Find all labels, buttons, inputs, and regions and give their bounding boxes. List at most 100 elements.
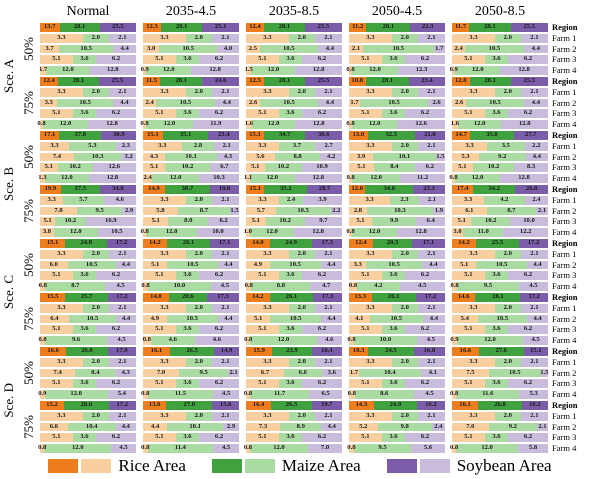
bar-segment: 10.3 bbox=[349, 347, 369, 356]
bar-segment: 11.0 bbox=[463, 228, 504, 237]
bar-segment: 2.1 bbox=[536, 206, 548, 216]
bar-segment: 9.7 bbox=[304, 217, 342, 227]
segment-value: 1.6 bbox=[450, 120, 460, 128]
bar-segment: 4.5 bbox=[413, 390, 445, 399]
bar-segment: 10.3 bbox=[366, 206, 433, 216]
segment-value: 14.3 bbox=[355, 401, 368, 409]
bar-segment: 16.4 bbox=[246, 400, 272, 410]
block-strip: 12.4 28.1 25.5 3.3 2.0 2.1 3.3 10.5 4.4 5.1 3.6 6.2… bbox=[37, 76, 549, 129]
bar-segment: 5.1 bbox=[246, 433, 279, 443]
block-strip: 15.2 28.0 17.2 3.3 2.0 2.1 6.0 10.4 4.4 5.1 3.6 6.2… bbox=[38, 400, 549, 453]
farm-bar: 3.3 2.8 2.1 bbox=[143, 141, 239, 151]
segment-value: 30.9 bbox=[112, 131, 125, 139]
segment-value: 5.1 bbox=[458, 163, 467, 171]
bar-segment: 5.7 bbox=[246, 206, 276, 216]
row-labels: Region Farm 1 Farm 2 Farm 3 Farm 4 bbox=[548, 401, 600, 453]
farm-bar: 5.1 10.5 4.4 bbox=[246, 314, 343, 324]
segment-value: 19.8 bbox=[218, 185, 231, 193]
bar-segment: 3.3 bbox=[349, 303, 392, 313]
segment-value: 0.8 bbox=[140, 228, 149, 236]
segment-value: 8.8 bbox=[293, 152, 302, 160]
bar-segment: 2.9 bbox=[223, 422, 239, 432]
segment-value: 3.3 bbox=[365, 195, 374, 203]
bar-segment: 0.8 bbox=[347, 336, 356, 345]
bar-segment: 2.1 bbox=[520, 411, 549, 421]
segment-value: 5.1 bbox=[258, 55, 267, 63]
bar-block: 15.1 24.8 17.2 3.3 2.0 2.1 6.0 10.5 4.4 5.1 3.6 6.2… bbox=[39, 239, 137, 291]
bar-segment: 4.4 bbox=[320, 314, 343, 324]
segment-value: 4.2 bbox=[327, 152, 336, 160]
row-label: Farm 1 bbox=[552, 32, 577, 43]
segment-value: 8.8 bbox=[276, 282, 286, 290]
farm-bar: 5.1 3.6 6.2 bbox=[349, 271, 445, 281]
farm-bar: 5.1 8.0 6.2 bbox=[143, 217, 240, 227]
row-label: Farm 4 bbox=[552, 281, 577, 292]
bar-segment: 12.0 bbox=[44, 174, 89, 183]
segment-value: 4.4 bbox=[222, 98, 231, 106]
bar-segment: 0.9 bbox=[38, 390, 46, 399]
segment-value: 0.8 bbox=[347, 444, 356, 452]
bar-segment: 1.9 bbox=[432, 206, 445, 216]
bar-segment: 3.6 bbox=[381, 55, 406, 65]
bar-segment: 3.3 bbox=[246, 141, 279, 151]
farm-bar: 0.8 4.2 4.5 bbox=[349, 282, 445, 291]
segment-value: 5.6 bbox=[423, 444, 433, 452]
row-label: Region bbox=[552, 238, 578, 248]
segment-value: 10.5 bbox=[488, 44, 501, 52]
segment-value: 16.6 bbox=[47, 347, 59, 355]
segment-value: 8.7 bbox=[507, 206, 516, 214]
segment-value: 5.1 bbox=[361, 379, 370, 387]
farm-bar: 7.4 10.3 3.2 bbox=[40, 152, 136, 162]
segment-value: 7.4 bbox=[53, 368, 62, 376]
farm-bar: 0.8 9.5 5.6 bbox=[347, 444, 445, 453]
bar-segment: 34.2 bbox=[473, 184, 516, 194]
bar-segment: 2.1 bbox=[417, 33, 446, 43]
segment-value: 5.1 bbox=[464, 271, 473, 279]
segment-value: 2.1 bbox=[530, 411, 539, 419]
bar-segment: 6.2 bbox=[405, 55, 445, 65]
group-row: 75% 12.4 28.1 25.5 3.3 2.0 2.1 3.3 10.5 4.4 5.1 3.6… bbox=[18, 77, 600, 129]
segment-value: 17.2 bbox=[528, 293, 540, 301]
segment-value: 2.2 bbox=[532, 141, 541, 149]
bar-segment: 25.5 bbox=[510, 76, 548, 86]
segment-value: 12.0 bbox=[267, 66, 280, 74]
farm-bar: 5.4 10.5 4.4 bbox=[452, 314, 548, 324]
bar-segment: 3.3 bbox=[246, 249, 289, 259]
segment-value: 10.4 bbox=[85, 422, 98, 430]
segment-value: 12.0 bbox=[471, 174, 484, 182]
farm-bar: 3.3 2.0 2.1 bbox=[143, 357, 240, 367]
segment-value: 2.1 bbox=[538, 422, 547, 430]
segment-value: 12.0 bbox=[473, 120, 486, 128]
segment-value: 17.2 bbox=[527, 239, 540, 247]
row-label: Farm 3 bbox=[552, 216, 577, 227]
segment-value: 10.2 bbox=[181, 163, 194, 171]
segment-value: 7.0 bbox=[156, 368, 166, 376]
bar-segment: 17.1 bbox=[210, 239, 239, 248]
segment-value: 4.6 bbox=[325, 336, 334, 344]
segment-value: 2.1 bbox=[427, 141, 436, 149]
bar-segment: 2.1 bbox=[211, 33, 240, 43]
segment-value: 2.1 bbox=[324, 87, 333, 95]
segment-value: 12.8 bbox=[518, 174, 530, 182]
segment-value: 0.8 bbox=[346, 120, 355, 128]
farm-bar: 4.4 10.1 2.9 bbox=[143, 422, 239, 432]
segment-value: 11.7 bbox=[455, 23, 467, 31]
segment-value: 2.1 bbox=[221, 87, 230, 95]
bar-segment: 10.5 bbox=[466, 98, 524, 108]
segment-value: 4.6 bbox=[115, 195, 124, 203]
farm-bar: 4.1 10.5 4.4 bbox=[349, 314, 445, 324]
bar-segment: 3.6 bbox=[175, 109, 200, 119]
bar-segment: 26.0 bbox=[66, 347, 108, 356]
segment-value: 12.2 bbox=[519, 228, 532, 236]
segment-value: 10.5 bbox=[186, 260, 199, 268]
segment-value: 2.2 bbox=[332, 206, 341, 214]
segment-value: 3.3 bbox=[366, 33, 375, 41]
bar-segment: 6.2 bbox=[508, 109, 548, 119]
bar-segment: 4.5 bbox=[213, 444, 239, 453]
bar-segment: 5.1 bbox=[452, 433, 485, 443]
segment-value: 10.5 bbox=[495, 260, 508, 268]
scenario-label-box: Sce. B bbox=[0, 131, 18, 237]
segment-value: 12.0 bbox=[163, 66, 175, 74]
segment-value: 12.0 bbox=[267, 120, 280, 128]
segment-value: 6.2 bbox=[317, 55, 327, 63]
